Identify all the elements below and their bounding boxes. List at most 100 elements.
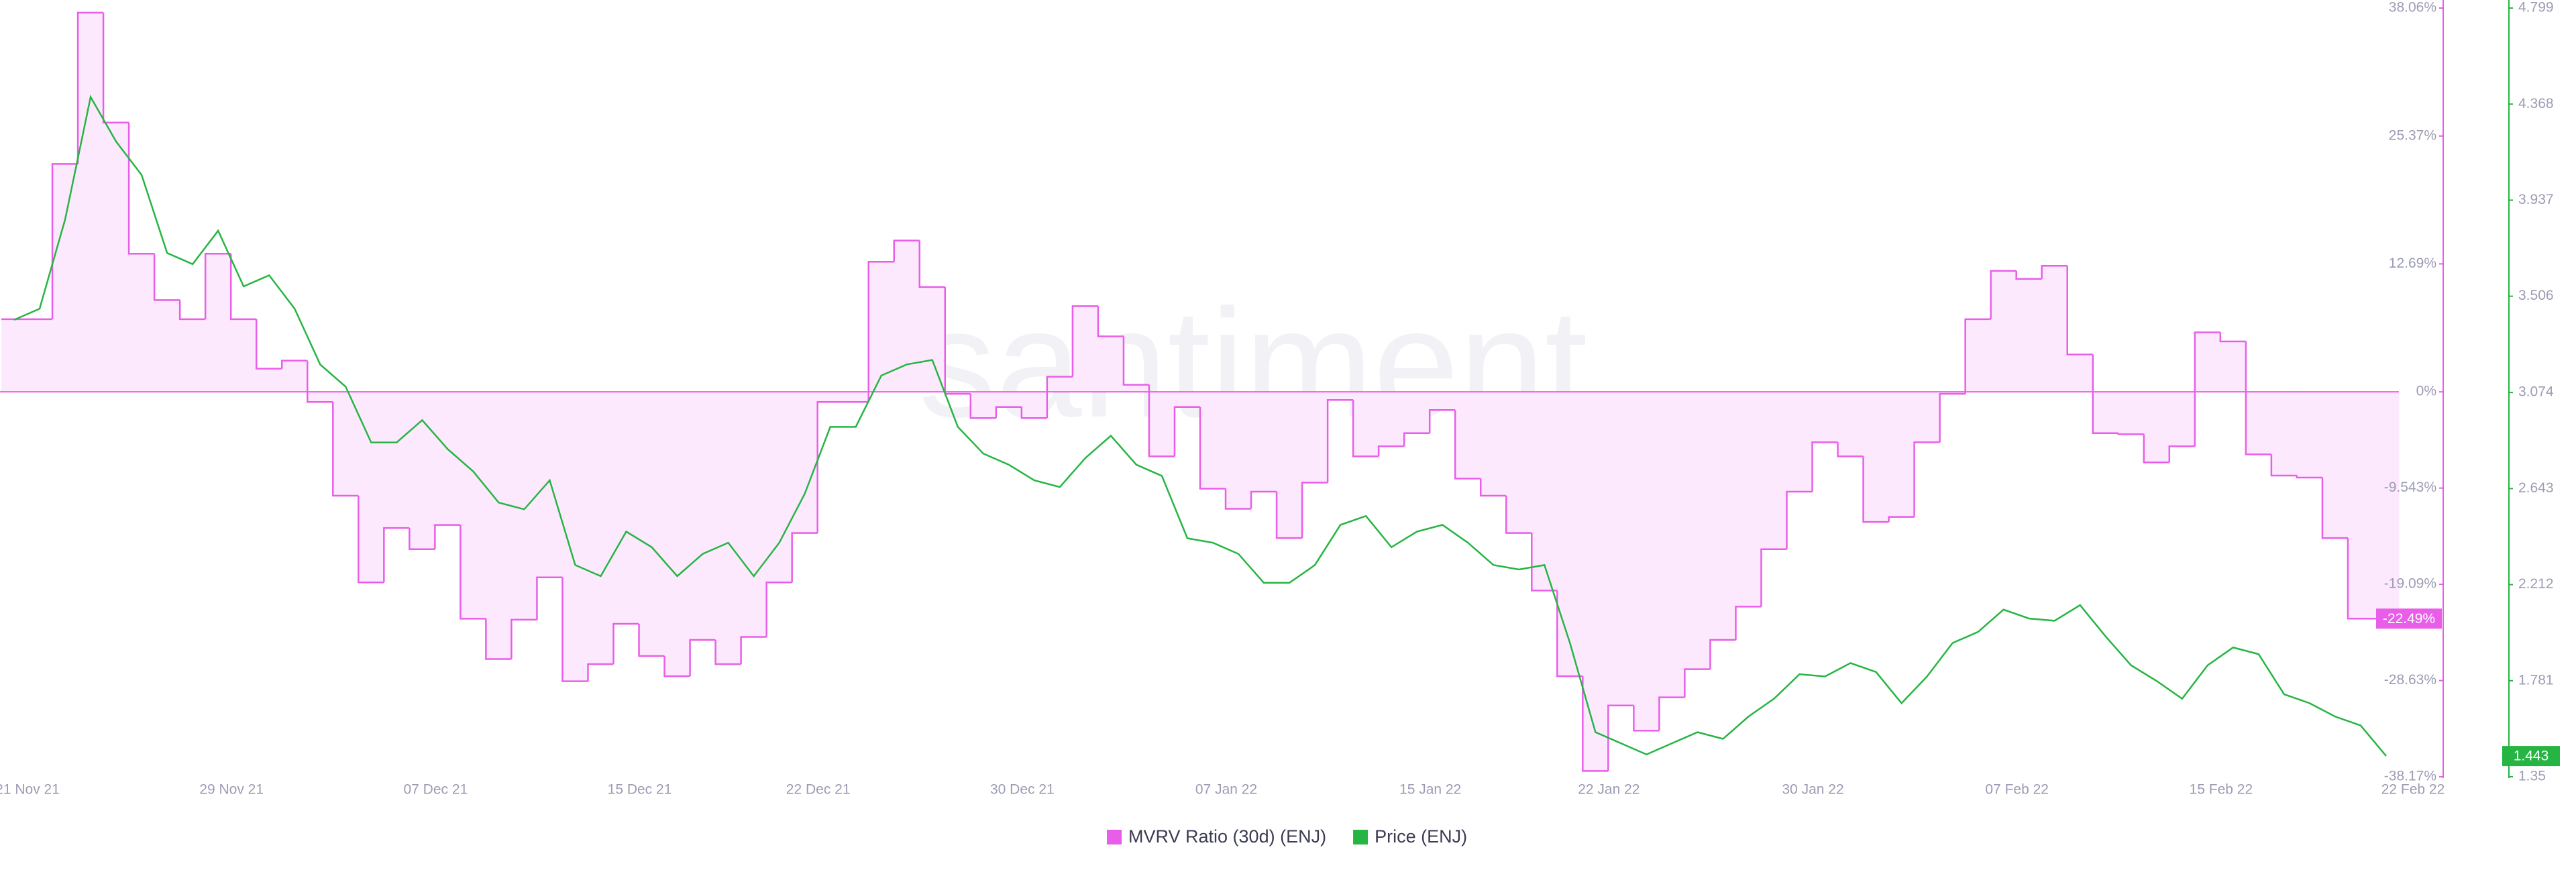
x-tick-label: 15 Feb 22 (2190, 782, 2253, 798)
mvrv-area-step (2067, 354, 2094, 392)
mvrv-area-step (588, 392, 614, 665)
mvrv-area-step (1097, 336, 1124, 392)
mvrv-step (383, 527, 410, 583)
mvrv-area-step (1328, 392, 1354, 400)
mvrv-step (1454, 410, 1481, 480)
mvrv-area-step (1148, 392, 1175, 457)
mvrv-area-step (256, 368, 282, 392)
mvrv-step (1352, 400, 1379, 457)
mvrv-step (434, 524, 461, 549)
mvrv-step (204, 252, 231, 319)
mvrv-area-step (1072, 306, 1099, 392)
mvrv-step (1913, 441, 1940, 517)
mvrv-step (358, 496, 384, 584)
mvrv-step (485, 618, 512, 660)
mvrv-step (2321, 477, 2348, 539)
mvrv-step (1275, 492, 1303, 539)
mvrv-area-step (511, 392, 537, 620)
x-tick-label: 07 Dec 21 (403, 782, 468, 798)
mvrv-step (2168, 445, 2195, 463)
mvrv-area-step (1353, 392, 1379, 457)
legend-swatch (1107, 830, 1122, 844)
mvrv-area-step (1786, 392, 1813, 492)
mvrv-area-step (129, 254, 155, 392)
mvrv-area-step (1200, 392, 1226, 489)
y-tick-label: -19.09% (2384, 576, 2436, 592)
mvrv-area-step (1684, 392, 1711, 669)
mvrv-step (714, 639, 741, 665)
mvrv-area-step (180, 319, 206, 392)
mvrv-area-step (358, 392, 384, 583)
mvrv-area-step (817, 392, 844, 402)
mvrv-step (765, 582, 792, 637)
mvrv-step (1148, 384, 1175, 457)
mvrv-area-step (1863, 392, 1890, 523)
y-tick-label: -28.63% (2384, 672, 2436, 688)
mvrv-area-step (1735, 392, 1762, 607)
x-tick-label: 22 Dec 21 (786, 782, 851, 798)
mvrv-area-step (1455, 392, 1481, 479)
mvrv-area-step (1888, 392, 1915, 517)
mvrv-step (663, 656, 690, 677)
y2-tick-label: 1.781 (2518, 672, 2554, 688)
mvrv-step (153, 254, 180, 301)
mvrv-area-step (715, 392, 742, 665)
mvrv-area-step (1532, 392, 1558, 591)
mvrv-step (689, 639, 716, 677)
price-badge (2502, 746, 2560, 767)
mvrv-area-step (2194, 332, 2221, 392)
y2-tick-label: 4.799 (2518, 0, 2554, 15)
mvrv-step (561, 577, 588, 682)
mvrv-area-step (1, 319, 28, 392)
mvrv-area-step (52, 164, 78, 392)
mvrv-area-step (103, 122, 129, 392)
mvrv-area-step (2041, 266, 2068, 392)
mvrv-area-step (843, 392, 869, 402)
mvrv-step (791, 532, 818, 583)
y2-tick-label: 3.074 (2518, 384, 2554, 400)
mvrv-area-step (1812, 392, 1839, 443)
mvrv-area-step (1481, 392, 1507, 496)
mvrv-step (638, 623, 665, 657)
mvrv-step (102, 12, 129, 124)
mvrv-step (1888, 516, 1915, 523)
mvrv-step (1020, 406, 1047, 419)
price-line (13, 95, 2387, 757)
x-tick-label: 30 Dec 21 (990, 782, 1055, 798)
legend-swatch (1353, 830, 1368, 844)
mvrv-step (867, 260, 894, 402)
mvrv-area-step (1251, 392, 1277, 492)
mvrv-step (1122, 336, 1149, 386)
mvrv-step (1403, 432, 1430, 447)
mvrv-step (1505, 496, 1532, 534)
mvrv-step (1582, 676, 1609, 772)
mvrv-step (1479, 478, 1507, 497)
mvrv-area-step (1226, 392, 1252, 509)
mvrv-step (1684, 668, 1711, 698)
mvrv-area-step (1277, 392, 1303, 539)
y2-tick-label: 4.368 (2518, 96, 2554, 111)
mvrv-area-step (690, 392, 716, 640)
x-tick-label: 29 Nov 21 (199, 782, 264, 798)
mvrv-area-step (766, 392, 793, 583)
mvrv-area-step (1939, 392, 1966, 394)
mvrv-area-step (1379, 392, 1405, 447)
mvrv-step (2270, 454, 2297, 477)
mvrv-step (2245, 341, 2271, 455)
mvrv-area-step (945, 392, 971, 394)
mvrv-badge-label: -22.49% (2383, 611, 2435, 626)
mvrv-step (2092, 354, 2118, 435)
x-tick-label: 21 Nov 21 (0, 782, 60, 798)
mvrv-area-step (154, 300, 180, 392)
mvrv-area-step (1633, 392, 1660, 731)
mvrv-area-step (1174, 392, 1201, 407)
mvrv-step (969, 394, 996, 419)
legend: MVRV Ratio (30d) (ENJ) Price (ENJ) (1107, 826, 1467, 847)
mvrv-area-step (2118, 392, 2145, 435)
mvrv-step (1862, 456, 1889, 523)
mvrv-area-step (333, 392, 359, 496)
mvrv-area-step (486, 392, 512, 659)
mvrv-step (511, 618, 537, 659)
mvrv-area-step (1506, 392, 1532, 533)
